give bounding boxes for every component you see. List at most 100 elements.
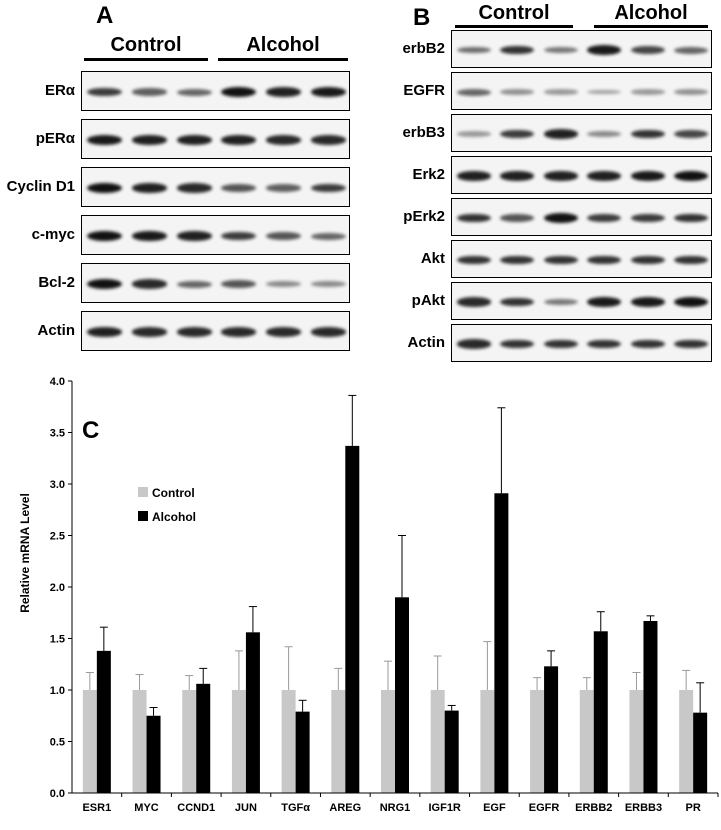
x-tick-label: AREG bbox=[329, 802, 361, 814]
blot-band bbox=[500, 89, 535, 95]
blot-band bbox=[587, 45, 622, 55]
x-tick-label: ERBB3 bbox=[625, 802, 662, 814]
x-tick-label: EGF bbox=[483, 802, 506, 814]
bar-alcohol bbox=[643, 620, 658, 793]
blot-strip-egfr bbox=[451, 72, 712, 110]
blot-band bbox=[674, 46, 709, 54]
blot-band bbox=[266, 135, 302, 145]
blot-band bbox=[543, 89, 578, 95]
panel-b-letter: B bbox=[413, 4, 431, 31]
blot-band bbox=[456, 297, 491, 307]
mrna-bar-chart: C 0.0 0.5 1.0 1.5 2.0 2.5 3.0 3.5 4.0 ESR1 MYC CCND… bbox=[18, 376, 719, 814]
bar-control bbox=[629, 690, 644, 793]
y-tick-label: 0.5 bbox=[50, 737, 65, 749]
blot-band bbox=[500, 297, 535, 307]
blot-label-actin: Actin bbox=[407, 334, 446, 351]
panel-b-control-label: Control bbox=[478, 2, 550, 24]
blot-band bbox=[543, 298, 578, 306]
blot-band bbox=[86, 231, 122, 241]
blot-band bbox=[221, 280, 257, 288]
panel-a-control-label: Control bbox=[110, 34, 182, 56]
blot-band bbox=[176, 280, 212, 288]
blot-band bbox=[587, 131, 622, 137]
blot-strip-c-myc bbox=[81, 215, 350, 255]
blot-strip-cyclin-d1 bbox=[81, 167, 350, 207]
blot-band bbox=[311, 232, 347, 240]
blot-band bbox=[266, 327, 302, 337]
blot-strip-erbb3 bbox=[451, 114, 712, 152]
panel-b-alcohol-label: Alcohol bbox=[614, 2, 688, 24]
blot-band bbox=[86, 327, 122, 337]
blot-band bbox=[674, 339, 709, 349]
bar-alcohol bbox=[395, 597, 409, 793]
blot-band bbox=[176, 327, 212, 337]
bar-alcohol bbox=[693, 712, 708, 793]
blot-band bbox=[131, 279, 167, 289]
x-tick-label: CCND1 bbox=[177, 802, 215, 814]
blot-strip-akt bbox=[451, 240, 712, 278]
blot-band bbox=[500, 255, 535, 265]
blot-strip-per- bbox=[81, 119, 350, 159]
blot-band bbox=[221, 327, 257, 337]
blot-band bbox=[456, 255, 491, 265]
blot-band bbox=[674, 213, 709, 223]
blot-band bbox=[674, 89, 709, 95]
blot-band bbox=[587, 255, 622, 265]
legend-label-control: Control bbox=[152, 486, 195, 500]
bar-alcohol bbox=[146, 715, 161, 793]
bar-control bbox=[530, 690, 545, 793]
blot-band bbox=[456, 131, 491, 137]
blot-band bbox=[221, 87, 257, 97]
bar-alcohol bbox=[96, 650, 111, 793]
blot-band bbox=[266, 87, 302, 97]
blot-band bbox=[311, 281, 347, 287]
blot-band bbox=[587, 171, 622, 181]
blot-strip-erk2 bbox=[451, 156, 712, 194]
blot-band bbox=[456, 339, 491, 349]
x-tick-label: ERBB2 bbox=[575, 802, 612, 814]
blot-band bbox=[543, 255, 578, 265]
bar-alcohol bbox=[196, 683, 211, 793]
blot-band bbox=[500, 171, 535, 181]
x-tick-label: IGF1R bbox=[428, 802, 460, 814]
blot-band bbox=[630, 255, 665, 265]
bar-alcohol bbox=[544, 666, 559, 793]
blot-band bbox=[543, 129, 578, 139]
bar-alcohol bbox=[494, 493, 509, 793]
blot-band bbox=[311, 87, 347, 97]
bar-alcohol bbox=[444, 710, 459, 793]
blot-band bbox=[131, 88, 167, 96]
blot-band bbox=[630, 339, 665, 349]
blot-band bbox=[456, 171, 491, 181]
blot-band bbox=[587, 213, 622, 223]
x-tick-label: JUN bbox=[235, 802, 257, 814]
x-tick-label: MYC bbox=[134, 802, 159, 814]
blot-band bbox=[543, 213, 578, 223]
blot-band bbox=[587, 89, 622, 95]
blot-band bbox=[630, 129, 665, 139]
blot-label-actin: Actin bbox=[37, 322, 76, 339]
blot-band bbox=[587, 297, 622, 307]
blot-strip-actin bbox=[81, 311, 350, 351]
blot-label-cyclin-d1: Cyclin D1 bbox=[6, 178, 75, 195]
blot-label-erbb3: erbB3 bbox=[402, 124, 445, 141]
blot-band bbox=[500, 339, 535, 349]
blot-label-perk2: pErk2 bbox=[403, 208, 445, 225]
bar-control bbox=[132, 690, 147, 793]
x-tick-label: EGFR bbox=[529, 802, 560, 814]
bar-control bbox=[430, 690, 445, 793]
panel-a-letter: A bbox=[96, 2, 114, 29]
blot-band bbox=[630, 297, 665, 307]
blot-strip-pakt bbox=[451, 282, 712, 320]
y-tick-label: 1.0 bbox=[50, 685, 65, 697]
blot-band bbox=[630, 89, 665, 95]
blot-strip-er- bbox=[81, 71, 350, 111]
blot-band bbox=[176, 135, 212, 145]
bar-control bbox=[381, 690, 395, 793]
blot-label-c-myc: c-myc bbox=[31, 226, 75, 243]
bar-alcohol bbox=[593, 631, 608, 793]
blot-band bbox=[266, 184, 302, 192]
blot-band bbox=[131, 183, 167, 193]
bar-alcohol bbox=[295, 711, 310, 793]
x-tick-label: TGFα bbox=[281, 802, 310, 814]
